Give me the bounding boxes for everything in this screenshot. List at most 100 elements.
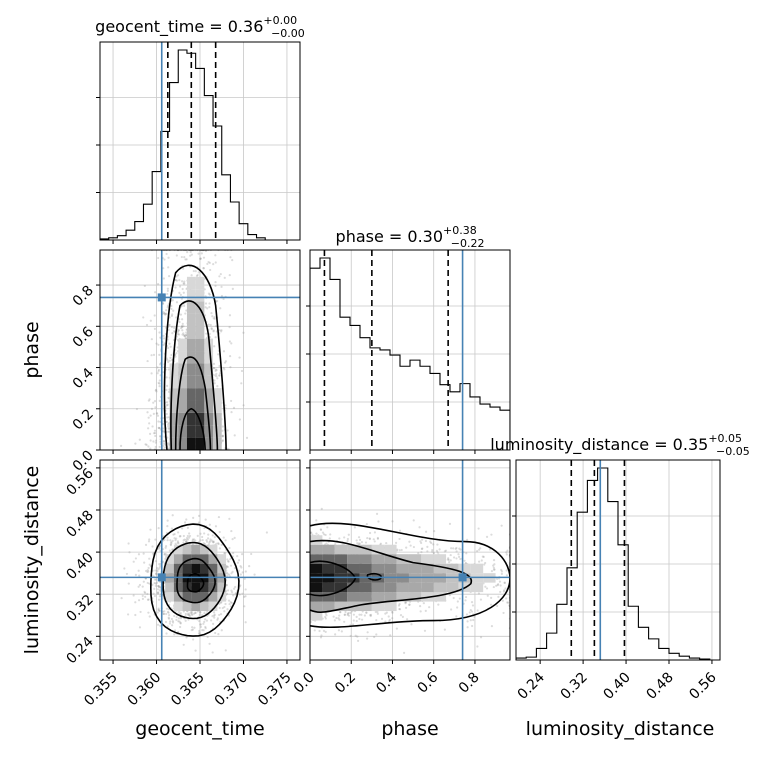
panel-luminosity-distance-vs-geocent-time-point [158, 589, 161, 592]
panel-luminosity-distance-vs-phase-point [374, 610, 377, 614]
panel-phase-vs-geocent-time-density-cell [169, 412, 179, 426]
panel-luminosity-distance-vs-geocent-time-point [185, 636, 188, 639]
panel-phase-vs-geocent-time-density-cell [186, 400, 196, 413]
panel-phase-vs-geocent-time-point [215, 372, 218, 375]
panel-luminosity-distance-vs-geocent-time-point [214, 631, 217, 635]
panel-phase-vs-geocent-time-point [166, 306, 169, 309]
panel-luminosity-distance-vs-geocent-time-point [151, 574, 154, 577]
panel-luminosity-distance-vs-phase-point [499, 590, 502, 593]
panel-phase-vs-geocent-time-point [221, 425, 224, 428]
panel-phase-vs-geocent-time-density-cell [178, 425, 187, 438]
panel-luminosity-distance-vs-geocent-time-point [179, 625, 182, 629]
panel-luminosity-distance-vs-phase-point [500, 524, 503, 527]
panel-luminosity-distance-vs-phase-point [395, 627, 398, 630]
panel-luminosity-distance-vs-geocent-time-point [170, 527, 174, 530]
panel-luminosity-distance-vs-phase-point [458, 597, 461, 600]
panel-luminosity-distance-vs-geocent-time-point [211, 615, 214, 618]
panel-luminosity-distance-vs-phase-point [385, 611, 388, 614]
panel-luminosity-distance-vs-phase-point [436, 543, 439, 546]
panel-phase-vs-geocent-time-point [162, 337, 166, 340]
panel-luminosity-distance-vs-geocent-time-point [218, 613, 221, 617]
panel-luminosity-distance-vs-phase-point [358, 542, 361, 545]
panel-luminosity-distance-vs-geocent-time-point [155, 569, 159, 572]
panel-luminosity-distance-vs-geocent-time-point [153, 587, 156, 590]
panel-luminosity-distance-vs-geocent-time-point [230, 591, 234, 594]
title-luminosity-distance-sup: +0.05 [708, 432, 742, 445]
panel-phase-vs-geocent-time-point [148, 398, 151, 401]
panel-luminosity-distance-vs-geocent-time-point [244, 570, 247, 573]
panel-luminosity-distance-vs-geocent-time-point [179, 621, 182, 624]
panel-luminosity-distance-vs-phase-point [356, 639, 360, 642]
panel-luminosity-distance-vs-geocent-time-point [178, 535, 181, 538]
panel-luminosity-distance-vs-geocent-time-point [217, 633, 220, 636]
panel-luminosity-distance-vs-phase-point [422, 602, 425, 605]
panel-luminosity-distance-vs-geocent-time-point [151, 545, 154, 548]
panel-luminosity-distance-vs-geocent-time-point [184, 619, 187, 622]
panel-phase-vs-geocent-time-density-cell [178, 375, 187, 389]
panel-phase-vs-geocent-time-point [208, 306, 211, 309]
panel-luminosity-distance-vs-geocent-time-point [201, 629, 204, 632]
panel-luminosity-distance-vs-geocent-time-point [154, 578, 158, 581]
panel-luminosity-distance-vs-geocent-time [96, 459, 301, 664]
panel-phase-vs-geocent-time-point [166, 416, 169, 419]
panel-luminosity-distance-vs-phase-point [322, 533, 326, 536]
panel-luminosity-distance-vs-geocent-time-point [205, 540, 209, 543]
panel-luminosity-distance-vs-geocent-time-point [204, 518, 207, 521]
panel-phase-vs-geocent-time-density-cell [186, 375, 196, 389]
panel-phase-vs-geocent-time-point [157, 256, 160, 260]
panel-luminosity-distance-vs-geocent-time-point [165, 607, 169, 610]
panel-phase-vs-geocent-time-point [168, 323, 171, 327]
panel-phase-vs-geocent-time-point [181, 333, 184, 336]
panel-luminosity-distance-vs-geocent-time-density-cell [182, 601, 192, 612]
panel-phase-vs-geocent-time-point [150, 372, 153, 375]
panel-luminosity-distance-vs-phase-point [373, 540, 376, 543]
panel-luminosity-distance-vs-phase-point [426, 550, 429, 553]
panel-luminosity-distance-vs-geocent-time-point [156, 584, 160, 588]
panel-phase-vs-geocent-time-point [165, 420, 169, 423]
panel-luminosity-distance-vs-phase-point [357, 536, 361, 539]
panel-luminosity-distance-vs-phase-point [482, 555, 485, 558]
panel-luminosity-distance-vs-geocent-time-point [190, 611, 194, 614]
panel-luminosity-distance-vs-phase-point [360, 618, 364, 621]
panel-phase-vs-geocent-time-point [214, 254, 217, 257]
panel-luminosity-distance-vs-phase-point [466, 538, 469, 541]
panel-luminosity-distance-vs-phase-point [391, 611, 394, 614]
panel-phase-vs-geocent-time-point [199, 257, 202, 260]
panel-luminosity-distance-vs-geocent-time-point [155, 572, 158, 575]
panel-luminosity-distance-vs-geocent-time-point [166, 610, 170, 614]
panel-phase-vs-geocent-time-point [152, 412, 155, 416]
panel-luminosity-distance-vs-phase-point [376, 536, 379, 540]
panel-luminosity-distance-vs-geocent-time-density-cell [191, 544, 200, 555]
panel-phase-vs-geocent-time-point [175, 275, 178, 278]
panel-luminosity-distance-vs-geocent-time-point [211, 651, 214, 654]
panel-luminosity-distance-vs-phase-point [385, 541, 388, 545]
panel-luminosity-distance-vs-geocent-time-point [142, 552, 145, 555]
panel-luminosity-distance-vs-geocent-time-point [146, 592, 149, 596]
panel-luminosity-distance-vs-phase-point [404, 601, 407, 604]
panel-phase-vs-geocent-time-point [185, 258, 188, 261]
panel-luminosity-distance-vs-geocent-time-point [177, 620, 180, 623]
panel-phase-vs-geocent-time-point [167, 430, 170, 433]
panel-luminosity-distance-vs-geocent-time-point [156, 567, 159, 570]
title-phase-sup: +0.38 [443, 224, 477, 237]
panel-phase-vs-geocent-time-point [230, 399, 233, 403]
panel-luminosity-distance-vs-geocent-time-point [132, 594, 135, 597]
panel-luminosity-distance-vs-geocent-time-point [141, 597, 145, 600]
panel-luminosity-distance-vs-geocent-time-point [157, 568, 160, 571]
panel-luminosity-distance-vs-geocent-time-point [232, 594, 235, 597]
panel-luminosity-distance-vs-phase-point [379, 542, 383, 545]
panel-luminosity-distance-vs-phase-point [408, 540, 411, 543]
panel-luminosity-distance-vs-geocent-time-point [175, 615, 178, 619]
panel-luminosity-distance-vs-geocent-time-point [210, 619, 213, 622]
panel-luminosity-distance-vs-geocent-time-point [191, 626, 194, 629]
panel-luminosity-distance-vs-phase-point [373, 531, 377, 534]
panel-phase-vs-geocent-time-point [222, 350, 226, 353]
panel-phase-vs-geocent-time-point [229, 366, 232, 369]
panel-luminosity-distance-vs-geocent-time-point [239, 584, 242, 587]
panel-luminosity-distance-vs-phase-point [315, 532, 318, 535]
panel-luminosity-distance-vs-phase-point [398, 607, 401, 611]
panel-luminosity-distance-vs-geocent-time-density-cell [191, 592, 200, 602]
panel-luminosity-distance-vs-geocent-time-point [224, 552, 227, 555]
panel-phase-vs-geocent-time-point [228, 340, 231, 343]
